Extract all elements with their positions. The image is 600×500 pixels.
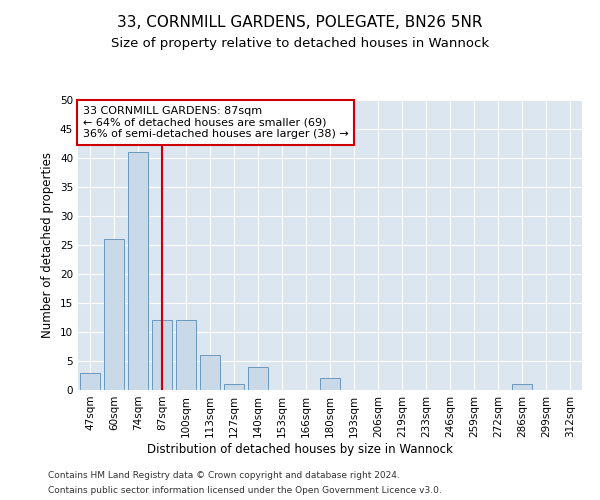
Text: Size of property relative to detached houses in Wannock: Size of property relative to detached ho… — [111, 38, 489, 51]
Bar — [152, 320, 172, 390]
Text: Distribution of detached houses by size in Wannock: Distribution of detached houses by size … — [147, 442, 453, 456]
Text: 33 CORNMILL GARDENS: 87sqm
← 64% of detached houses are smaller (69)
36% of semi: 33 CORNMILL GARDENS: 87sqm ← 64% of deta… — [83, 106, 349, 139]
Bar — [320, 378, 340, 390]
Bar — [176, 320, 196, 390]
Bar — [512, 384, 532, 390]
Bar — [248, 367, 268, 390]
Bar — [128, 152, 148, 390]
Text: 33, CORNMILL GARDENS, POLEGATE, BN26 5NR: 33, CORNMILL GARDENS, POLEGATE, BN26 5NR — [117, 15, 483, 30]
Bar — [200, 355, 220, 390]
Bar — [104, 239, 124, 390]
Text: Contains HM Land Registry data © Crown copyright and database right 2024.: Contains HM Land Registry data © Crown c… — [48, 471, 400, 480]
Bar — [224, 384, 244, 390]
Bar — [80, 372, 100, 390]
Y-axis label: Number of detached properties: Number of detached properties — [41, 152, 55, 338]
Text: Contains public sector information licensed under the Open Government Licence v3: Contains public sector information licen… — [48, 486, 442, 495]
